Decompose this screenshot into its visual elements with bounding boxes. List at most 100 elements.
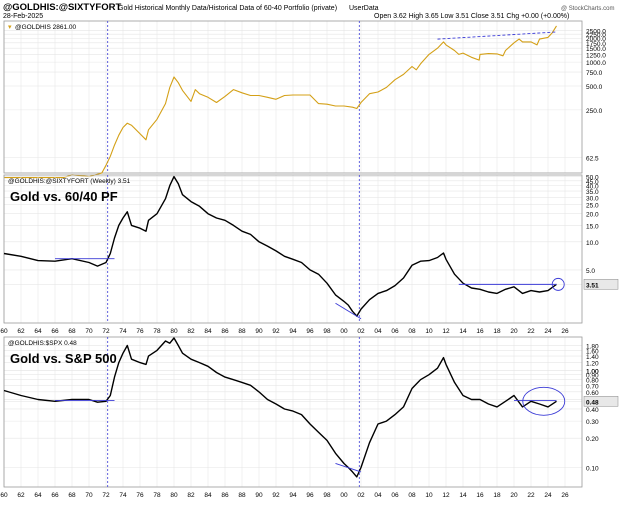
x-tick-label: 10 bbox=[425, 328, 433, 335]
x-tick-label: 20 bbox=[510, 492, 518, 499]
x-tick-label: 66 bbox=[51, 328, 59, 335]
x-tick-label: 08 bbox=[408, 492, 416, 499]
last-value-label: 3.51 bbox=[586, 282, 599, 289]
x-tick-label: 18 bbox=[493, 492, 501, 499]
y-tick-label: 45.0 bbox=[586, 179, 599, 186]
x-tick-label: 00 bbox=[340, 492, 348, 499]
x-tick-label: 16 bbox=[476, 492, 484, 499]
legend-marker: ▾ bbox=[8, 24, 12, 31]
x-tick-label: 80 bbox=[170, 492, 178, 499]
x-tick-label: 84 bbox=[204, 328, 212, 335]
x-tick-label: 68 bbox=[68, 492, 76, 499]
x-tick-label: 94 bbox=[289, 492, 297, 499]
x-tick-label: 04 bbox=[374, 328, 382, 335]
x-tick-label: 06 bbox=[391, 492, 399, 499]
panel-2: 50.045.040.035.030.025.0 20.0 15.0 10.0 5.0 3… bbox=[0, 174, 619, 335]
last-value-label: 0.48 bbox=[586, 399, 599, 406]
x-tick-label: 18 bbox=[493, 328, 501, 335]
y-tick-label: 0.90 bbox=[586, 373, 599, 380]
x-tick-label: 88 bbox=[238, 328, 246, 335]
x-tick-label: 10 bbox=[425, 492, 433, 499]
panel-frame bbox=[3, 20, 583, 174]
y-tick-label: 25.0 bbox=[586, 203, 599, 210]
y-tick-label: 1.20 bbox=[586, 361, 599, 368]
x-tick-label: 62 bbox=[17, 328, 25, 335]
x-tick-label: 86 bbox=[221, 328, 229, 335]
series-line bbox=[4, 25, 557, 179]
panel-frame bbox=[3, 174, 583, 324]
y-tick-label: 2000.0 bbox=[586, 36, 606, 43]
panel-frame bbox=[3, 336, 583, 488]
x-tick-label: 92 bbox=[272, 492, 280, 499]
panel-title: @GOLDHIS:@SIXTYFORT (Weekly) 3.51 bbox=[8, 178, 131, 185]
x-tick-label: 74 bbox=[119, 328, 127, 335]
y-tick-label: 1750.0 bbox=[586, 41, 606, 48]
panel-annotation: Gold vs. S&P 500 bbox=[10, 351, 117, 366]
y-tick-label: 1.60 bbox=[586, 348, 599, 355]
x-tick-label: 12 bbox=[442, 492, 450, 499]
x-tick-label: 72 bbox=[102, 492, 110, 499]
x-tick-label: 16 bbox=[476, 328, 484, 335]
panel-title: @GOLDHIS 2861.00 bbox=[15, 24, 77, 31]
header-symbol: @GOLDHIS:@SIXTYFORT bbox=[3, 2, 121, 13]
x-tick-label: 24 bbox=[544, 492, 552, 499]
x-tick-label: 24 bbox=[544, 328, 552, 335]
y-tick-label: 1500.0 bbox=[586, 46, 606, 53]
x-tick-label: 26 bbox=[561, 492, 569, 499]
last-value-badge bbox=[583, 396, 619, 407]
y-tick-label: 0.20 bbox=[586, 436, 599, 443]
panel-annotation: Gold vs. 60/40 PF bbox=[10, 189, 118, 204]
x-tick-label: 66 bbox=[51, 492, 59, 499]
y-tick-label: 500.0 bbox=[586, 84, 603, 91]
x-tick-label: 86 bbox=[221, 492, 229, 499]
x-tick-label: 84 bbox=[204, 492, 212, 499]
x-tick-label: 76 bbox=[136, 492, 144, 499]
y-tick-label: 15.0 bbox=[586, 223, 599, 230]
x-tick-label: 76 bbox=[136, 328, 144, 335]
x-tick-label: 00 bbox=[340, 328, 348, 335]
watermark: @ StockCharts.com bbox=[561, 6, 614, 12]
y-tick-label: 750.0 bbox=[586, 70, 603, 77]
panel-3: 1.801.601.401.201.000.900.800.700.600.50… bbox=[0, 336, 619, 499]
x-tick-label: 82 bbox=[187, 328, 195, 335]
x-tick-label: 70 bbox=[85, 328, 93, 335]
y-tick-label: 20.0 bbox=[586, 212, 599, 219]
y-tick-label: 40.0 bbox=[586, 184, 599, 191]
x-tick-label: 88 bbox=[238, 492, 246, 499]
x-tick-label: 22 bbox=[527, 492, 535, 499]
x-tick-label: 90 bbox=[255, 328, 263, 335]
y-tick-label: 1.00 bbox=[586, 368, 599, 375]
x-tick-label: 02 bbox=[357, 492, 365, 499]
y-tick-label: 2250.0 bbox=[586, 32, 606, 39]
x-tick-label: 98 bbox=[323, 492, 331, 499]
x-tick-label: 06 bbox=[391, 328, 399, 335]
y-tick-label: 5.0 bbox=[586, 268, 595, 275]
x-tick-label: 14 bbox=[459, 492, 467, 499]
y-tick-label: 1.00 bbox=[586, 368, 599, 375]
y-tick-label: 0.70 bbox=[586, 383, 599, 390]
x-tick-label: 96 bbox=[306, 492, 314, 499]
x-tick-label: 78 bbox=[153, 328, 161, 335]
series-line bbox=[3, 175, 557, 317]
header-data-source: UserData bbox=[349, 5, 379, 12]
x-tick-label: 80 bbox=[170, 328, 178, 335]
x-tick-label: 96 bbox=[306, 328, 314, 335]
highlight-circle bbox=[551, 277, 565, 291]
panel-1: 2500.02250.02000.01750.01500.01250.01000… bbox=[3, 20, 606, 179]
y-tick-label: 62.5 bbox=[586, 156, 599, 163]
x-tick-label: 82 bbox=[187, 492, 195, 499]
x-tick-label: 12 bbox=[442, 328, 450, 335]
x-tick-label: 94 bbox=[289, 328, 297, 335]
x-tick-label: 22 bbox=[527, 328, 535, 335]
x-tick-label: 70 bbox=[85, 492, 93, 499]
x-tick-label: 02 bbox=[357, 328, 365, 335]
trendline bbox=[335, 463, 362, 473]
trendline bbox=[335, 302, 362, 320]
header-date: 28-Feb-2025 bbox=[3, 13, 43, 20]
x-tick-label: 68 bbox=[68, 328, 76, 335]
x-tick-label: 60 bbox=[0, 492, 8, 499]
y-tick-label: 0.10 bbox=[586, 465, 599, 472]
x-tick-label: 74 bbox=[119, 492, 127, 499]
